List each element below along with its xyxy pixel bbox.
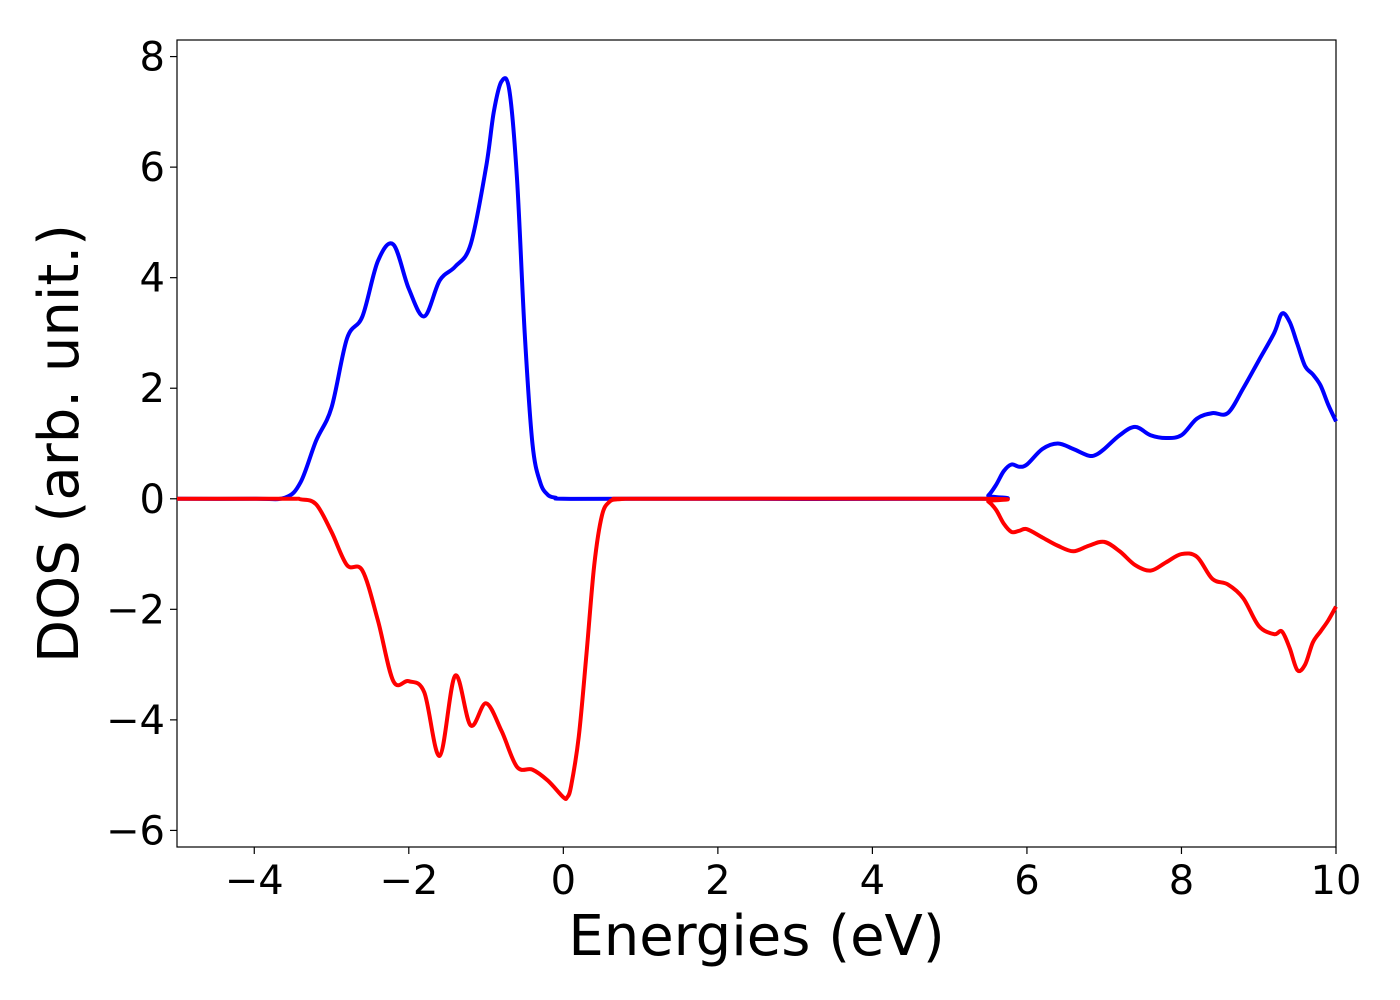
- x-tick-label: 8: [1169, 858, 1194, 904]
- series-line-2: [176, 496, 1338, 801]
- y-axis-label: DOS (arb. unit.): [27, 224, 92, 663]
- y-tick-label: 0: [140, 477, 165, 523]
- y-axis-ticks: 8 6 4 2 0 −2 −4 −6: [106, 35, 177, 854]
- x-tick-label: −4: [225, 858, 284, 904]
- series-layer: [176, 76, 1338, 801]
- y-tick-label: 4: [140, 256, 165, 302]
- plot-area: [176, 39, 1337, 848]
- y-tick-label: 8: [140, 35, 165, 81]
- x-tick-label: 10: [1311, 858, 1362, 904]
- x-tick-label: 4: [860, 858, 885, 904]
- x-axis-label: Energies (eV): [568, 904, 944, 969]
- x-tick-label: 2: [705, 858, 730, 904]
- y-tick-label: 2: [140, 366, 165, 412]
- y-tick-label: −6: [106, 808, 165, 854]
- x-tick-label: −2: [379, 858, 438, 904]
- y-tick-label: −2: [106, 587, 165, 633]
- x-tick-label: 6: [1014, 858, 1039, 904]
- x-tick-label: 0: [551, 858, 576, 904]
- y-tick-label: 6: [140, 145, 165, 191]
- x-axis-ticks: −4 −2 0 2 4 6 8 10: [225, 847, 1362, 904]
- y-tick-label: −4: [106, 698, 165, 744]
